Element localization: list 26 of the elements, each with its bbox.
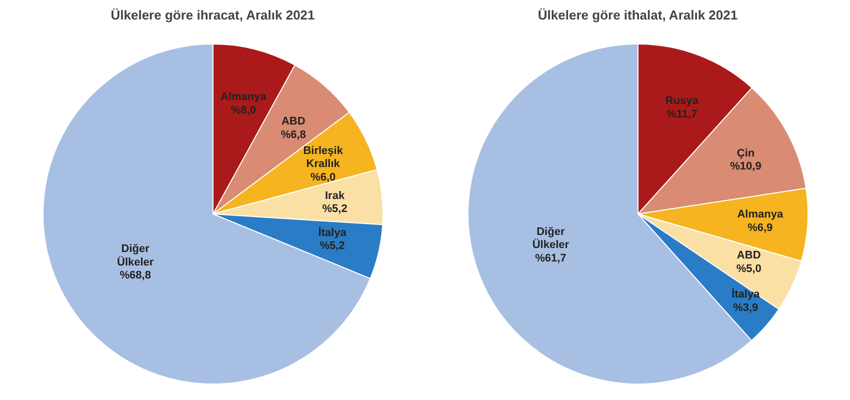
slice-label: Rusya: [665, 95, 700, 108]
slice-label: ABD: [281, 116, 306, 128]
data-label: %61,7: [535, 252, 566, 264]
data-label: %6,0: [310, 171, 336, 184]
data-label: %10,9: [730, 160, 762, 173]
data-label: %5,2: [322, 203, 348, 216]
slice-label: Çin: [736, 147, 755, 160]
data-label: %5,0: [736, 262, 762, 275]
slice-label: İtalya: [732, 288, 761, 301]
slice-label: İtalya: [318, 226, 348, 239]
data-label: %11,7: [666, 108, 698, 120]
data-label: %6,8: [280, 128, 306, 141]
data-label: %3,9: [733, 302, 758, 314]
slice-label: Irak: [324, 190, 346, 202]
data-label: %68,8: [120, 270, 151, 282]
chart-title: Ülkelere göre ihracat, Aralık 2021: [110, 8, 315, 22]
slice-label: Diğer Ülkeler: [532, 226, 570, 252]
chart-title: Ülkelere göre ithalat, Aralık 2021: [538, 8, 738, 22]
data-label: %6,9: [748, 222, 773, 234]
slice-label: Almanya: [220, 91, 268, 104]
slice-label: Almanya: [737, 208, 784, 221]
data-label: %5,2: [320, 240, 345, 252]
slice-label: Diğer Ülkeler: [116, 243, 154, 268]
slice-label: Birleşik Krallık: [303, 145, 344, 170]
slice-label: ABD: [736, 250, 761, 262]
data-label: %8,0: [230, 104, 256, 116]
